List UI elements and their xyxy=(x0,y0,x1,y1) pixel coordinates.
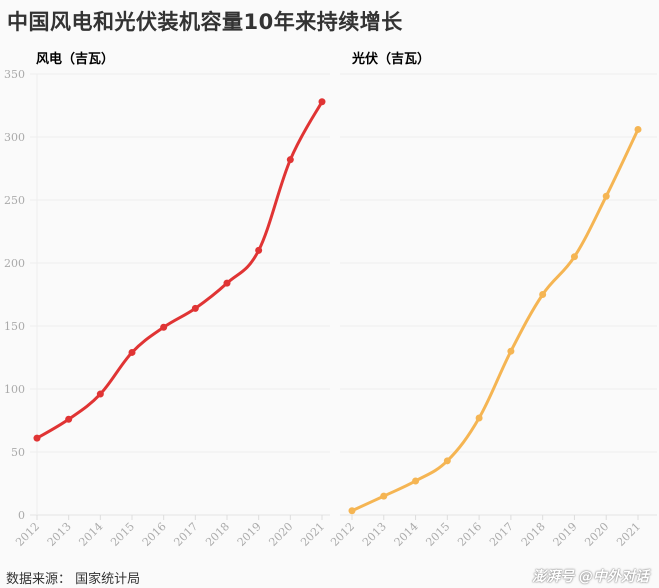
data-point xyxy=(318,98,326,106)
x-tick-label: 2017 xyxy=(487,520,516,549)
solar-panel-title: 光伏（吉瓦） xyxy=(352,52,431,67)
x-tick-label: 2012 xyxy=(328,520,357,549)
x-tick-label: 2016 xyxy=(140,520,169,549)
x-tick-label: 2013 xyxy=(45,520,74,549)
x-tick-label: 2017 xyxy=(171,520,200,549)
data-point xyxy=(191,304,199,312)
data-point xyxy=(348,507,356,515)
x-tick-label: 2020 xyxy=(266,520,295,549)
data-point xyxy=(33,434,41,442)
data-point xyxy=(539,291,547,298)
data-point xyxy=(286,156,294,164)
x-tick-label: 2018 xyxy=(519,520,548,549)
data-point xyxy=(634,125,642,133)
y-tick-label: 150 xyxy=(4,320,25,333)
y-tick-label: 250 xyxy=(4,194,25,207)
x-tick-label: 2019 xyxy=(551,520,580,549)
y-tick-label: 300 xyxy=(4,131,25,144)
data-point xyxy=(475,414,483,422)
x-tick-label: 2021 xyxy=(614,520,643,549)
data-source: 数据来源： 国家统计局 xyxy=(6,572,141,587)
data-point xyxy=(223,279,231,287)
data-point xyxy=(507,347,515,355)
x-tick-label: 2013 xyxy=(360,520,389,549)
x-tick-label: 2014 xyxy=(392,520,421,549)
x-tick-label: 2021 xyxy=(298,520,327,549)
x-tick-label: 2012 xyxy=(13,520,42,549)
x-tick-label: 2014 xyxy=(76,520,105,549)
data-point xyxy=(128,348,136,356)
data-point xyxy=(65,415,73,423)
data-point xyxy=(96,390,104,398)
y-tick-label: 0 xyxy=(18,509,25,522)
data-point xyxy=(443,457,451,465)
watermark: 澎湃号 @中外对话 xyxy=(532,569,649,585)
data-point xyxy=(255,246,263,254)
data-point xyxy=(602,192,610,200)
data-point xyxy=(412,477,420,485)
wind-panel-title: 风电（吉瓦） xyxy=(36,52,115,67)
x-tick-label: 2016 xyxy=(455,520,484,549)
series-line-1 xyxy=(351,128,640,513)
x-tick-label: 2020 xyxy=(582,520,611,549)
y-tick-label: 50 xyxy=(11,446,25,459)
y-tick-label: 200 xyxy=(4,257,25,270)
data-point xyxy=(380,492,388,500)
data-point xyxy=(160,323,168,331)
x-tick-label: 2018 xyxy=(203,520,232,549)
figure-title: 中国风电和光伏装机容量10年来持续增长 xyxy=(7,10,403,34)
x-tick-label: 2019 xyxy=(235,520,264,549)
x-tick-label: 2015 xyxy=(423,520,452,549)
x-tick-label: 2015 xyxy=(108,520,137,549)
data-point xyxy=(570,253,578,261)
y-tick-label: 100 xyxy=(4,383,25,396)
y-tick-label: 350 xyxy=(4,68,25,81)
series-line-0 xyxy=(36,101,324,440)
